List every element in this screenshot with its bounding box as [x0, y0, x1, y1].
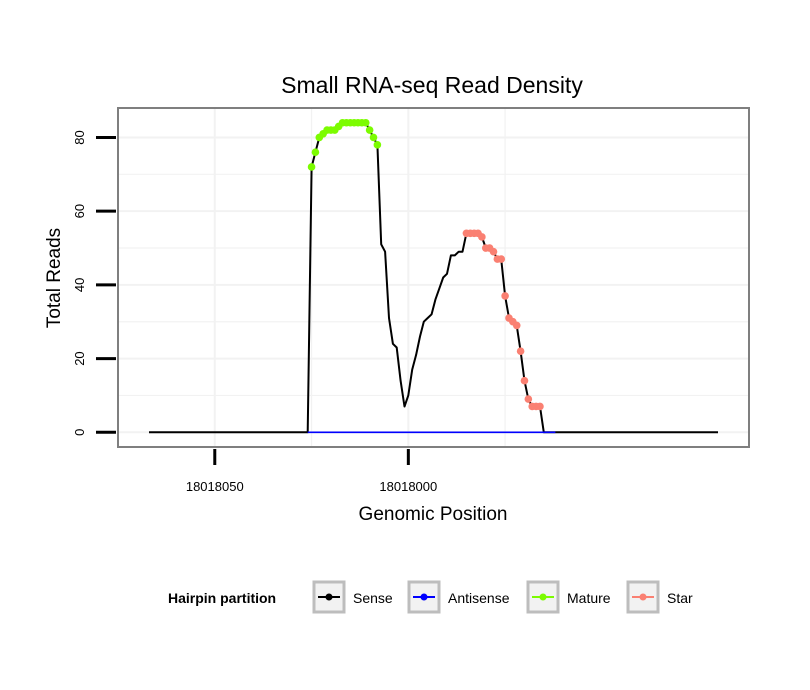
- star-point: [497, 255, 506, 263]
- legend-key-point-mature: [539, 593, 547, 601]
- y-axis-title: Total Reads: [44, 228, 65, 328]
- star-point: [520, 376, 529, 385]
- legend-key-point-sense: [325, 593, 333, 601]
- mature-point: [311, 148, 320, 157]
- legend-key-point-star: [639, 593, 647, 601]
- mature-point: [361, 118, 370, 127]
- mature-point: [369, 133, 378, 142]
- series-line-sense: [149, 121, 718, 434]
- x-tick-label: 18018050: [186, 479, 244, 494]
- legend-label-mature: Mature: [567, 590, 611, 606]
- series-layer: [149, 118, 718, 434]
- y-tick-label: 80: [72, 130, 87, 144]
- y-tick-label: 20: [72, 351, 87, 365]
- y-tick-label: 0: [72, 429, 87, 436]
- star-point: [516, 347, 525, 355]
- chart-title: Small RNA-seq Read Density: [281, 72, 583, 98]
- y-axis: 0 20 40 60 80: [72, 130, 116, 436]
- y-tick-label: 40: [72, 278, 87, 292]
- legend-key-point-antisense: [420, 593, 428, 601]
- mature-point: [365, 126, 374, 134]
- star-point: [536, 402, 544, 411]
- y-tick-label: 60: [72, 204, 87, 218]
- star-point: [524, 395, 533, 403]
- star-point: [478, 233, 486, 241]
- x-tick-label: 18018000: [379, 479, 437, 494]
- legend: Hairpin partition Sense Antisense Mature St…: [168, 580, 693, 614]
- mature-point: [373, 141, 382, 149]
- mature-point: [307, 163, 316, 171]
- x-axis: 180180501801800018017950: [186, 449, 437, 494]
- grid: [117, 108, 749, 447]
- legend-title: Hairpin partition: [168, 590, 276, 606]
- legend-label-sense: Sense: [353, 590, 393, 606]
- star-point: [512, 321, 521, 330]
- plot-panel-border: [117, 107, 750, 448]
- legend-label-star: Star: [667, 590, 693, 606]
- x-axis-title: Genomic Position: [359, 504, 508, 525]
- star-point: [489, 247, 498, 256]
- star-point: [501, 292, 509, 300]
- legend-label-antisense: Antisense: [448, 590, 510, 606]
